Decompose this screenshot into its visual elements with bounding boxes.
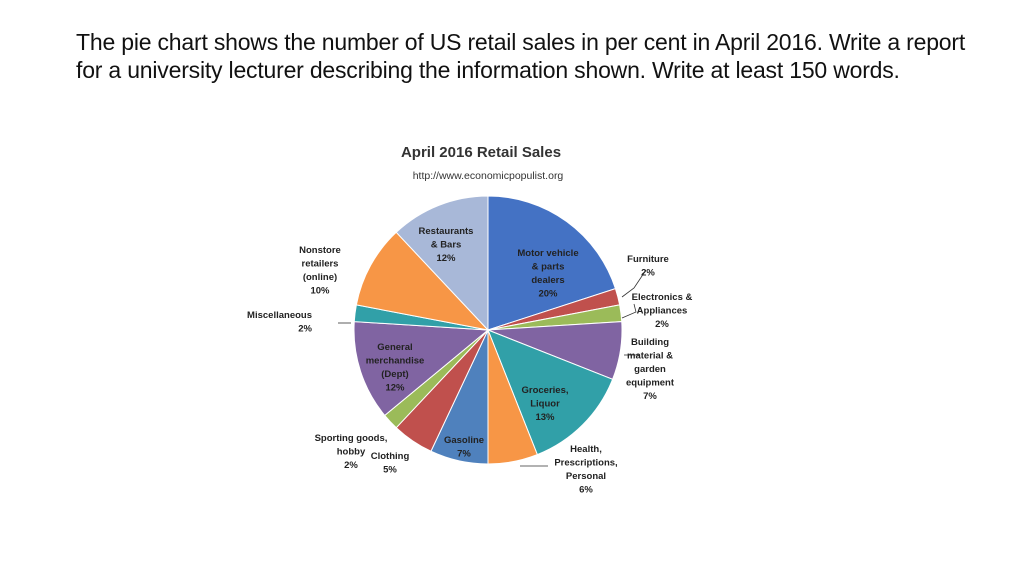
slice-label-9: General merchandise (Dept) 12% xyxy=(366,342,425,394)
slice-label-12: Restaurants & Bars 12% xyxy=(419,226,474,264)
slice-label-4: Groceries, Liquor 13% xyxy=(522,385,569,423)
slice-label-5: Health, Prescriptions, Personal 6% xyxy=(554,444,617,496)
slice-label-7: Clothing 5% xyxy=(371,451,410,476)
pie-slices xyxy=(353,195,623,465)
slice-label-3: Building material & garden equipment 7% xyxy=(626,337,675,402)
leader-lines xyxy=(338,269,647,467)
slice-label-0: Motor vehicle & parts dealers 20% xyxy=(517,248,578,300)
pie-slice-11 xyxy=(355,231,490,331)
pie-slice-0 xyxy=(487,195,617,331)
pie-slice-12 xyxy=(395,195,489,332)
chart-subtitle: http://www.economicpopulist.org xyxy=(413,170,564,182)
slice-label-1: Furniture 2% xyxy=(627,254,669,279)
pie-slice-9 xyxy=(353,321,490,417)
slice-label-6: Gasoline 7% xyxy=(444,435,484,460)
slice-labels: Motor vehicle & parts dealers 20% Furniture 2… xyxy=(247,226,692,496)
leader-line-1 xyxy=(621,269,647,298)
slide-heading: The pie chart shows the number of US ret… xyxy=(76,29,966,83)
pie-slice-4 xyxy=(487,329,614,456)
slice-label-11: Nonstore retailers (online) 10% xyxy=(299,245,341,297)
slice-label-10: Miscellaneous 2% xyxy=(247,310,313,335)
chart-title: April 2016 Retail Sales xyxy=(401,144,561,161)
slice-label-2: Electronics & Appliances 2% xyxy=(632,292,693,330)
slice-label-8: Sporting goods, hobby 2% xyxy=(315,433,388,471)
leader-line-2 xyxy=(621,303,637,319)
